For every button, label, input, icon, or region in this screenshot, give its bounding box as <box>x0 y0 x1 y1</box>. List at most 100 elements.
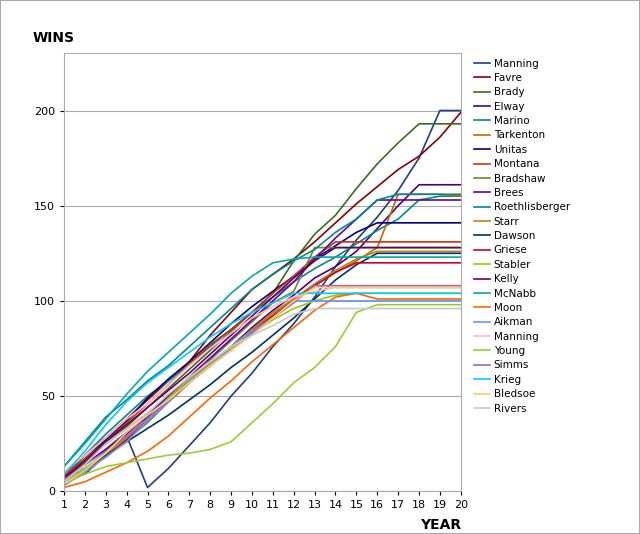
Elway <box>332 263 339 270</box>
Simms <box>415 282 423 289</box>
Montana <box>415 239 423 245</box>
Manning <box>164 465 172 472</box>
McNabb <box>436 254 444 260</box>
Krieg <box>102 421 109 428</box>
Marino <box>332 254 339 260</box>
Griese <box>436 260 444 266</box>
Favre <box>290 256 298 262</box>
Montana <box>332 239 339 245</box>
Griese <box>394 260 402 266</box>
Manning <box>186 363 193 369</box>
Brees <box>123 431 131 437</box>
Bledsoe <box>81 467 89 474</box>
Starr <box>332 267 339 273</box>
Favre <box>186 359 193 365</box>
Krieg <box>60 471 68 477</box>
Kelly <box>290 275 298 281</box>
Manning <box>227 330 235 336</box>
Aikman <box>144 418 152 424</box>
Manning <box>81 471 89 477</box>
Young <box>164 452 172 458</box>
Aikman <box>186 378 193 384</box>
Brees <box>144 412 152 418</box>
Young <box>436 302 444 308</box>
Line: Montana: Montana <box>64 242 461 476</box>
Stabler <box>123 433 131 439</box>
Brady <box>206 347 214 354</box>
Starr <box>102 452 109 458</box>
Manning <box>123 433 131 439</box>
Starr <box>144 416 152 422</box>
Young <box>248 420 256 426</box>
Tarkenton <box>186 376 193 382</box>
Bradshaw <box>164 398 172 405</box>
Stabler <box>332 292 339 299</box>
Dawson <box>248 349 256 356</box>
Elway <box>186 378 193 384</box>
Kelly <box>206 351 214 357</box>
Brady <box>394 140 402 146</box>
Kelly <box>164 387 172 394</box>
Favre <box>81 452 89 458</box>
Unitas <box>186 359 193 365</box>
Stabler <box>436 290 444 296</box>
Aikman <box>290 297 298 304</box>
Kelly <box>373 245 381 251</box>
Bradshaw <box>373 245 381 251</box>
Dawson <box>60 478 68 485</box>
Manning <box>60 477 68 483</box>
Krieg <box>394 290 402 296</box>
Rivers <box>164 391 172 397</box>
Kelly <box>269 294 276 300</box>
Moon <box>436 296 444 302</box>
Moon <box>394 296 402 302</box>
Unitas <box>60 477 68 483</box>
Unitas <box>144 395 152 401</box>
Elway <box>457 182 465 188</box>
Simms <box>248 330 256 336</box>
Kelly <box>311 258 319 264</box>
Brady <box>269 290 276 296</box>
Favre <box>269 271 276 278</box>
Griese <box>186 380 193 386</box>
Stabler <box>60 478 68 485</box>
Tarkenton <box>415 191 423 198</box>
Manning <box>81 452 89 458</box>
Young <box>394 302 402 308</box>
Bradshaw <box>123 437 131 443</box>
Stabler <box>81 465 89 472</box>
Marino <box>144 393 152 399</box>
Favre <box>248 286 256 293</box>
Aikman <box>269 315 276 321</box>
Roethlisberger <box>123 397 131 403</box>
Moon <box>164 433 172 439</box>
Text: WINS: WINS <box>32 30 74 45</box>
Bradshaw <box>186 380 193 386</box>
Rivers <box>186 374 193 380</box>
Line: Rivers: Rivers <box>64 309 461 482</box>
Rivers <box>102 441 109 447</box>
Text: YEAR: YEAR <box>420 517 461 531</box>
Brady <box>457 121 465 127</box>
Griese <box>415 260 423 266</box>
Moon <box>102 469 109 475</box>
Elway <box>123 429 131 435</box>
Griese <box>164 398 172 405</box>
Griese <box>227 345 235 352</box>
Manning <box>248 370 256 376</box>
Starr <box>186 378 193 384</box>
Moon <box>269 341 276 348</box>
Marino <box>373 227 381 234</box>
Starr <box>206 360 214 367</box>
Young <box>123 460 131 466</box>
Montana <box>457 239 465 245</box>
Elway <box>206 360 214 367</box>
Unitas <box>311 256 319 262</box>
Aikman <box>102 454 109 460</box>
Line: Bradshaw: Bradshaw <box>64 248 461 482</box>
Elway <box>353 248 360 255</box>
Dawson <box>123 438 131 445</box>
Tarkenton <box>394 191 402 198</box>
Bledsoe <box>269 315 276 321</box>
Moon <box>186 414 193 420</box>
